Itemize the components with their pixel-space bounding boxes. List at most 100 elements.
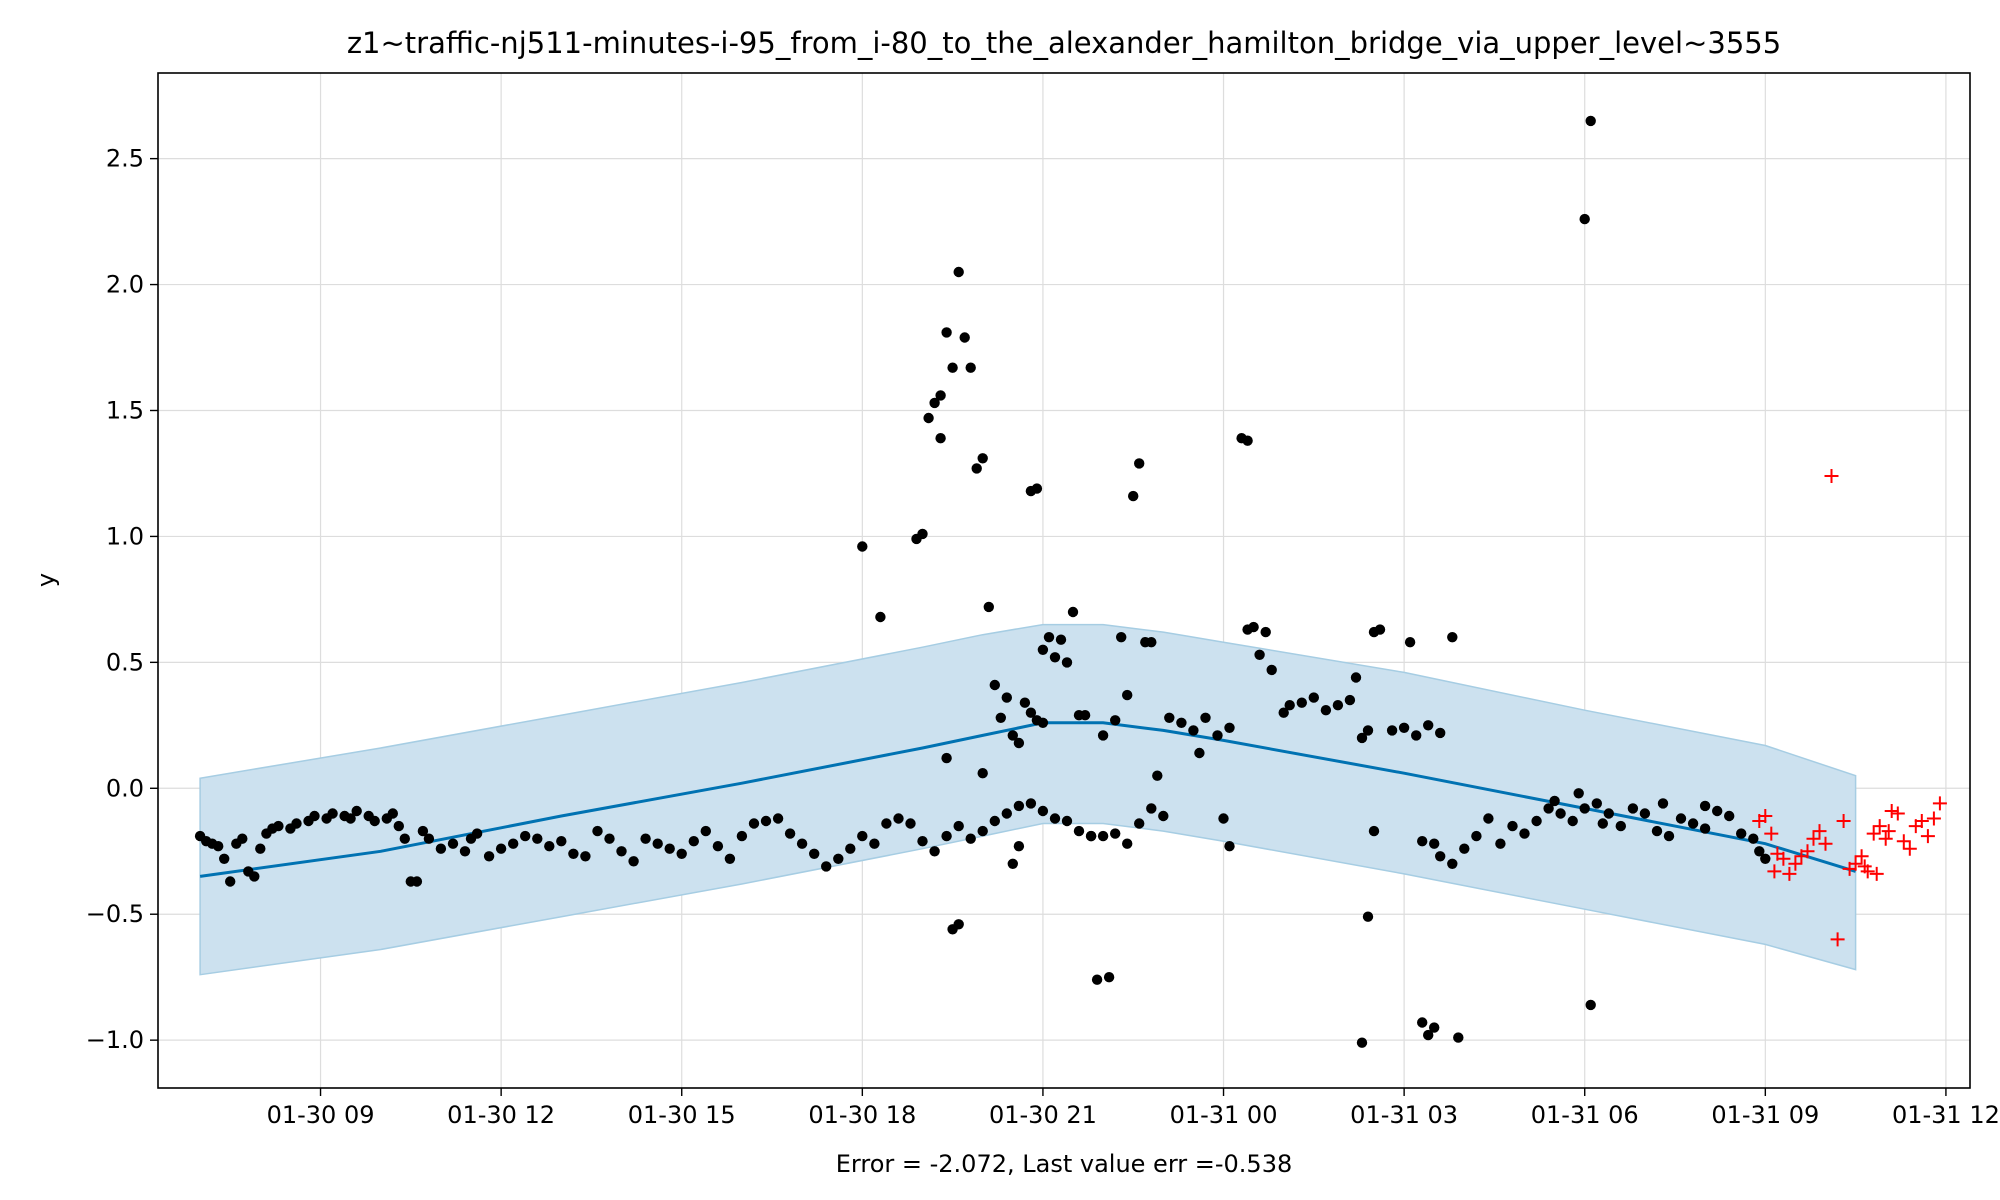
observed-point (857, 541, 868, 552)
y-axis-label: y (32, 573, 60, 587)
observed-points (194, 115, 1771, 1048)
y-tick-label: 2.5 (106, 145, 144, 173)
observed-point (935, 390, 946, 401)
future-point (1848, 856, 1863, 871)
observed-point (345, 813, 356, 824)
future-point (1782, 866, 1797, 881)
future-point (1932, 796, 1947, 811)
observed-point (1146, 637, 1157, 648)
observed-point (1423, 720, 1434, 731)
x-tick-label: 01-30 12 (447, 1101, 555, 1129)
observed-point (1748, 833, 1759, 844)
observed-point (1435, 851, 1446, 862)
observed-point (1176, 717, 1187, 728)
observed-point (1248, 621, 1259, 633)
observed-point (1519, 828, 1530, 839)
y-tick-label: 1.5 (106, 396, 144, 424)
observed-point (1736, 828, 1747, 839)
observed-point (688, 836, 699, 847)
observed-point (327, 808, 338, 819)
observed-point (941, 830, 952, 842)
observed-point (1254, 649, 1265, 660)
observed-point (1061, 657, 1073, 668)
observed-point (1122, 689, 1133, 701)
observed-point (1579, 803, 1590, 814)
observed-point (941, 327, 952, 338)
observed-point (1007, 730, 1018, 741)
observed-point (1555, 808, 1566, 819)
observed-point (1049, 813, 1061, 824)
y-tick-label: −1.0 (86, 1026, 144, 1054)
observed-point (471, 828, 483, 839)
observed-point (1374, 624, 1386, 635)
observed-point (917, 528, 928, 540)
observed-point (929, 397, 940, 409)
observed-point (917, 836, 928, 847)
observed-point (995, 712, 1006, 723)
observed-point (1242, 435, 1253, 446)
observed-point (664, 843, 675, 854)
observed-point (1507, 820, 1518, 832)
observed-point (1110, 828, 1121, 839)
observed-point (1573, 788, 1584, 799)
observed-point (1037, 717, 1049, 728)
observed-point (1061, 815, 1073, 827)
observed-point (387, 808, 398, 819)
observed-point (1200, 712, 1211, 723)
observed-point (1122, 838, 1133, 849)
observed-point (809, 848, 820, 859)
observed-point (1447, 632, 1458, 643)
observed-point (959, 332, 970, 343)
observed-point (760, 815, 772, 827)
observed-point (1356, 1037, 1368, 1048)
observed-point (1699, 823, 1711, 834)
observed-point (1423, 1029, 1434, 1041)
observed-point (1567, 815, 1578, 827)
observed-point (905, 818, 916, 829)
x-tick-label: 01-31 12 (1892, 1101, 2000, 1129)
observed-point (237, 833, 248, 844)
observed-point (616, 846, 627, 857)
observed-point (1134, 818, 1145, 829)
observed-point (869, 838, 880, 849)
observed-point (1483, 813, 1494, 824)
observed-point (556, 836, 567, 847)
future-point (1890, 806, 1905, 821)
observed-point (953, 919, 964, 930)
observed-point (1164, 712, 1175, 723)
observed-point (772, 813, 784, 824)
future-point (1812, 824, 1827, 839)
x-tick-label: 01-30 18 (808, 1101, 916, 1129)
observed-point (977, 453, 988, 464)
future-point (1818, 836, 1833, 851)
observed-point (676, 848, 687, 859)
observed-point (821, 861, 832, 872)
observed-point (1579, 213, 1590, 225)
plot-frame (157, 72, 1971, 1089)
observed-point (1495, 838, 1506, 849)
observed-point (369, 815, 380, 827)
observed-point (1435, 727, 1446, 739)
observed-point (1025, 707, 1037, 718)
observed-point (989, 679, 1000, 691)
observed-point (628, 856, 639, 867)
observed-point (1332, 700, 1344, 711)
x-tick-label: 01-31 00 (1170, 1101, 1278, 1129)
observed-point (977, 768, 988, 779)
observed-point (1007, 858, 1018, 869)
observed-point (532, 833, 543, 844)
observed-point (592, 825, 603, 837)
observed-point (1079, 710, 1091, 721)
observed-point (881, 818, 892, 829)
observed-point (1597, 818, 1609, 829)
observed-point (225, 876, 236, 887)
observed-point (483, 851, 495, 862)
observed-point (724, 853, 736, 864)
future-point (1884, 804, 1899, 818)
observed-point (1134, 458, 1145, 469)
observed-point (1350, 672, 1362, 683)
observed-point (399, 833, 410, 844)
future-point (1872, 819, 1887, 834)
observed-point (857, 830, 868, 842)
